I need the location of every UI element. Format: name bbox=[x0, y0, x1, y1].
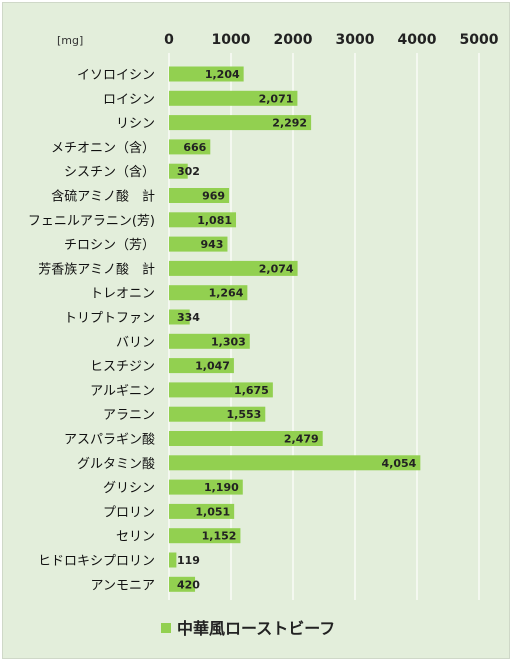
value-label: 1,047 bbox=[195, 360, 230, 373]
bar bbox=[169, 333, 250, 349]
value-label: 2,074 bbox=[259, 262, 294, 275]
bar bbox=[169, 406, 266, 422]
value-label: 1,204 bbox=[205, 68, 240, 81]
bar bbox=[169, 431, 323, 446]
value-label: 302 bbox=[177, 165, 200, 178]
category-label: トレオニン bbox=[90, 287, 155, 302]
x-tick-label: 1000 bbox=[212, 32, 251, 48]
legend: 中華風ローストビーフ bbox=[161, 619, 335, 638]
value-label: 1,553 bbox=[226, 408, 261, 421]
bar bbox=[169, 528, 241, 544]
unit-label: [mg] bbox=[57, 34, 83, 47]
bar bbox=[169, 188, 230, 203]
legend-label: 中華風ローストビーフ bbox=[177, 619, 335, 638]
bar bbox=[169, 285, 248, 301]
bar bbox=[169, 358, 234, 374]
x-tick-label: 4000 bbox=[398, 32, 437, 48]
bar bbox=[169, 309, 190, 325]
category-label: チロシン（芳） bbox=[64, 238, 155, 253]
value-label: 4,054 bbox=[382, 457, 417, 470]
value-label: 943 bbox=[200, 238, 223, 251]
bar bbox=[169, 236, 228, 252]
category-label: セリン bbox=[116, 530, 155, 545]
category-label: ヒスチジン bbox=[90, 360, 155, 375]
value-label: 1,190 bbox=[204, 481, 239, 494]
category-label: グルタミン酸 bbox=[77, 457, 155, 472]
category-label: ロイシン bbox=[103, 92, 155, 107]
category-label: 芳香族アミノ酸 計 bbox=[38, 261, 155, 277]
legend-swatch bbox=[161, 623, 171, 633]
category-label: トリプトファン bbox=[64, 311, 155, 326]
x-tick-label: 5000 bbox=[460, 32, 499, 48]
value-label: 1,675 bbox=[234, 384, 269, 397]
category-label: リシン bbox=[116, 117, 155, 132]
value-label: 2,071 bbox=[259, 92, 294, 105]
bar bbox=[169, 163, 188, 179]
bar bbox=[169, 503, 235, 519]
bar bbox=[169, 212, 237, 228]
category-label: シスチン（含） bbox=[64, 164, 155, 180]
category-label: グリシン bbox=[103, 481, 155, 496]
bar bbox=[169, 382, 273, 398]
value-label: 1,264 bbox=[209, 287, 244, 300]
x-tick-label: 0 bbox=[164, 32, 174, 48]
value-label: 334 bbox=[177, 311, 200, 324]
bar bbox=[169, 260, 298, 276]
value-label: 1,051 bbox=[195, 505, 230, 518]
category-label: バリン bbox=[116, 335, 155, 350]
bars bbox=[169, 66, 421, 592]
category-label: ヒドロキシプロリン bbox=[38, 554, 155, 569]
value-label: 1,081 bbox=[197, 214, 232, 227]
x-tick-label: 2000 bbox=[274, 32, 313, 48]
bar bbox=[169, 66, 244, 82]
category-label: アスパラギン酸 bbox=[64, 433, 155, 448]
category-label: 含硫アミノ酸 計 bbox=[51, 189, 155, 205]
category-label: プロリン bbox=[103, 505, 155, 520]
category-label: アンモニア bbox=[91, 578, 155, 593]
x-tick-label: 3000 bbox=[336, 32, 375, 48]
amino-acid-bar-chart: [mg] 0 1000 2000 3000 4000 5000 イソロイシンロイシンリシン… bbox=[28, 32, 499, 638]
bar bbox=[169, 455, 421, 471]
category-label: イソロイシン bbox=[77, 68, 155, 83]
value-label: 2,292 bbox=[272, 117, 307, 130]
bar bbox=[169, 552, 177, 568]
bar bbox=[169, 479, 243, 495]
bar bbox=[169, 115, 312, 131]
bar bbox=[169, 576, 196, 592]
value-label: 1,152 bbox=[202, 530, 237, 543]
value-label: 420 bbox=[177, 578, 200, 591]
value-label: 1,303 bbox=[211, 335, 246, 348]
value-label: 666 bbox=[183, 141, 206, 154]
category-label: アラニン bbox=[103, 408, 155, 423]
category-label: メチオニン（含） bbox=[51, 140, 155, 156]
value-label: 119 bbox=[177, 554, 200, 567]
value-label: 969 bbox=[202, 190, 225, 203]
category-label: アルギニン bbox=[90, 384, 155, 399]
bar bbox=[169, 139, 211, 155]
value-label: 2,479 bbox=[284, 433, 319, 446]
chart-frame: [mg] 0 1000 2000 3000 4000 5000 イソロイシンロイシンリシン… bbox=[2, 2, 510, 659]
x-axis-ticks: 0 1000 2000 3000 4000 5000 bbox=[164, 32, 499, 48]
bar bbox=[169, 90, 298, 106]
category-label: フェニルアラニン(芳) bbox=[28, 214, 155, 229]
